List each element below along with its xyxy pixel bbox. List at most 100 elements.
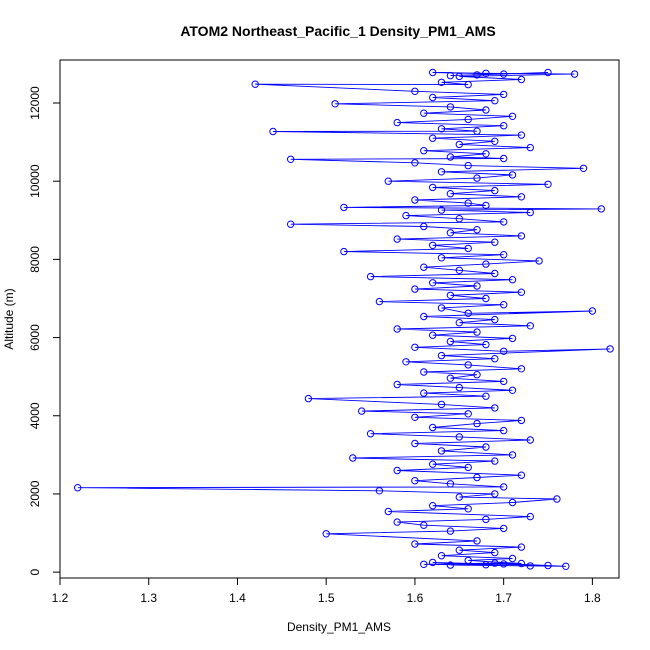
data-point — [464, 361, 472, 369]
data-point — [411, 413, 419, 421]
data-point — [508, 451, 517, 459]
data-point — [491, 355, 499, 363]
data-point — [331, 100, 339, 108]
data-point — [446, 337, 455, 346]
data-point — [393, 118, 401, 127]
data-point — [384, 177, 392, 185]
data-point — [588, 307, 597, 315]
data-point — [429, 558, 437, 567]
data-point — [500, 218, 508, 226]
data-point — [411, 196, 419, 204]
y-tick-label: 0 — [28, 568, 42, 575]
data-point — [437, 304, 446, 312]
data-point — [491, 238, 499, 246]
data-point — [437, 447, 446, 455]
data-point — [446, 71, 455, 80]
data-point — [411, 439, 419, 448]
data-point — [508, 276, 517, 284]
data-point — [500, 301, 508, 309]
data-point — [411, 477, 419, 485]
x-tick-label: 1.8 — [584, 591, 601, 605]
data-point — [491, 269, 499, 278]
data-point — [464, 115, 472, 124]
data-point — [429, 93, 437, 102]
data-point — [446, 291, 455, 299]
data-point — [491, 315, 499, 324]
data-point — [429, 241, 437, 250]
data-point — [482, 201, 490, 210]
data-point — [491, 457, 499, 465]
data-point — [482, 260, 490, 268]
data-point — [473, 174, 481, 182]
data-point — [464, 505, 472, 513]
data-point — [464, 410, 472, 418]
x-tick-label: 1.2 — [52, 591, 69, 605]
data-point — [464, 463, 472, 472]
data-point — [517, 193, 526, 201]
data-point — [420, 263, 428, 271]
data-point — [437, 254, 446, 262]
data-point — [402, 358, 410, 366]
data-point — [517, 365, 526, 373]
data-point — [375, 297, 384, 306]
series-layer — [74, 68, 614, 570]
data-point — [491, 137, 499, 146]
data-point — [358, 407, 366, 415]
data-point — [393, 235, 401, 243]
data-point — [491, 186, 499, 195]
chart-title: ATOM2 Northeast_Pacific_1 Density_PM1_AM… — [180, 23, 495, 39]
data-point — [393, 380, 401, 389]
data-point — [437, 168, 446, 176]
data-point — [482, 515, 490, 524]
data-point — [517, 416, 526, 425]
data-point — [482, 106, 490, 114]
data-point — [562, 562, 570, 570]
data-point — [526, 562, 534, 570]
data-point — [535, 257, 543, 265]
data-point — [473, 127, 481, 135]
data-point — [429, 134, 437, 142]
data-point — [429, 279, 437, 287]
data-point — [437, 552, 446, 560]
data-point — [420, 222, 428, 231]
y-tick-label: 12000 — [28, 86, 42, 120]
data-point — [544, 68, 552, 77]
data-point — [411, 343, 419, 351]
data-point — [366, 430, 375, 438]
data-point — [393, 466, 401, 475]
data-point — [500, 483, 508, 491]
data-point — [517, 131, 526, 139]
data-point — [500, 122, 508, 130]
data-point — [482, 443, 490, 451]
data-point — [411, 87, 419, 96]
data-point — [500, 377, 508, 386]
data-point — [287, 220, 295, 228]
data-point — [473, 282, 481, 290]
data-point — [553, 495, 561, 503]
data-point — [473, 419, 481, 428]
data-point — [420, 389, 428, 397]
x-tick-label: 1.5 — [318, 591, 335, 605]
data-point — [455, 493, 463, 501]
data-point — [340, 247, 348, 256]
x-tick-label: 1.3 — [140, 591, 157, 605]
data-point — [526, 322, 534, 330]
data-point — [464, 80, 472, 89]
data-point — [304, 394, 313, 403]
data-point — [464, 556, 472, 565]
data-point — [455, 140, 463, 149]
data-point — [420, 521, 428, 529]
data-point — [500, 426, 508, 435]
data-point — [375, 487, 384, 495]
data-point — [437, 400, 446, 409]
data-point — [411, 540, 419, 548]
data-point — [455, 266, 463, 274]
data-point — [464, 199, 472, 207]
data-point — [446, 103, 455, 111]
y-axis: 0 2000 4000 6000 8000 10000 12000 — [28, 86, 60, 575]
data-point — [411, 159, 419, 167]
data-point — [446, 527, 455, 535]
data-point — [482, 340, 490, 349]
data-point — [446, 153, 455, 161]
